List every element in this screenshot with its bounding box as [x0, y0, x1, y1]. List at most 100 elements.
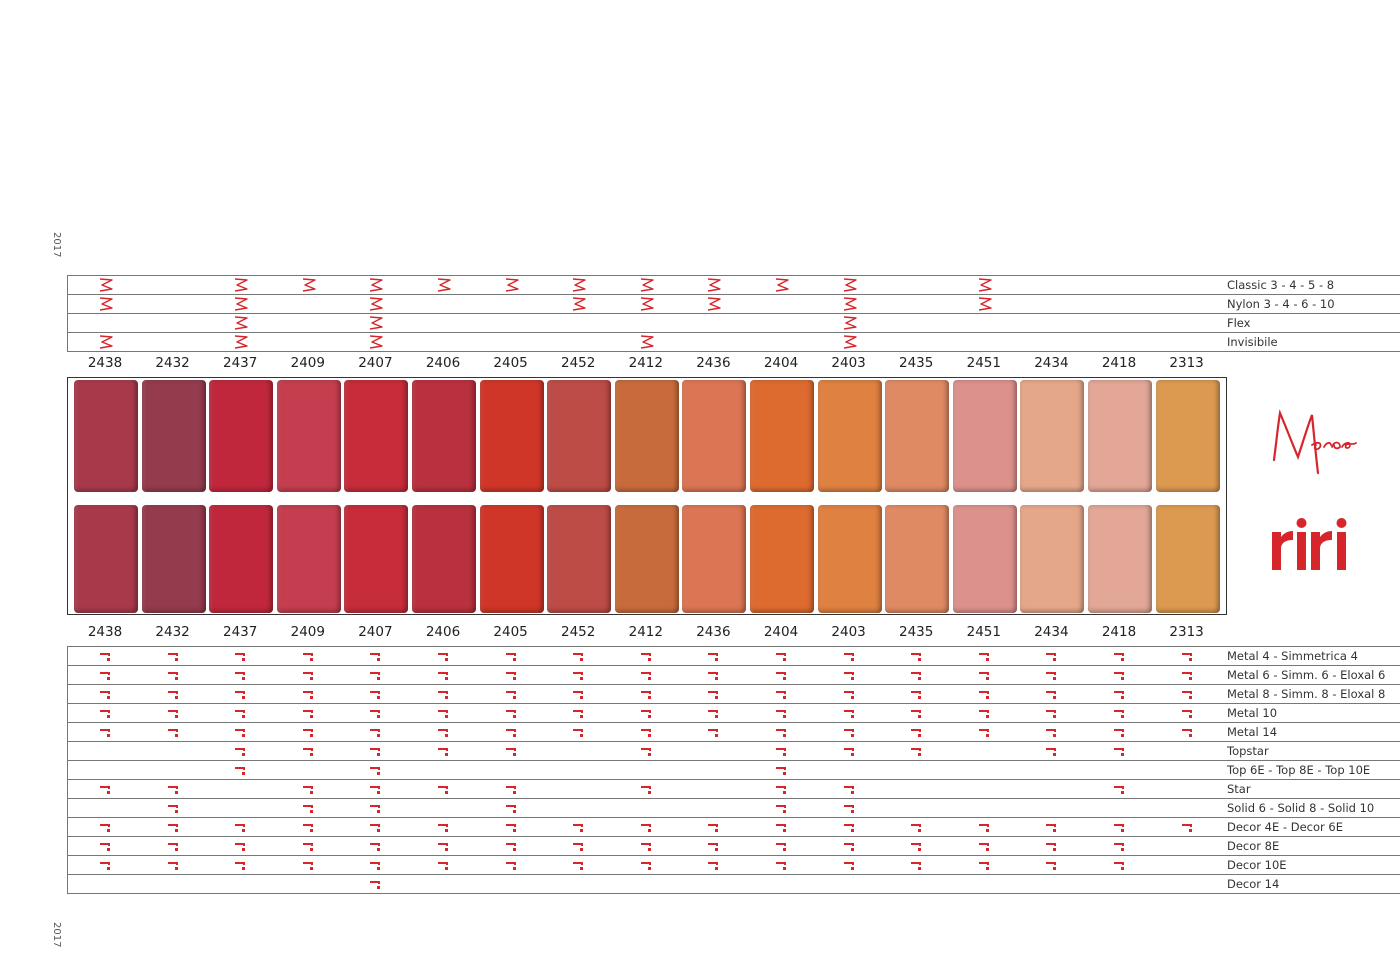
riri-pull-icon	[436, 781, 452, 797]
color-code: 2404	[763, 355, 799, 371]
zigzag-zipper-icon	[571, 277, 587, 293]
riri-pull-icon	[1112, 857, 1128, 873]
riri-pull-icon	[301, 857, 317, 873]
color-code: 2435	[899, 624, 934, 640]
riri-pull-icon	[909, 838, 925, 854]
riri-pull-icon	[774, 762, 790, 778]
riri-pull-icon	[1112, 819, 1128, 835]
row-label: Solid 6 - Solid 8 - Solid 10	[1227, 801, 1375, 815]
riri-pull-icon	[774, 781, 790, 797]
color-code: 2405	[493, 355, 528, 371]
riri-pull-icon	[706, 838, 722, 854]
color-chip-top	[74, 380, 138, 492]
color-code: 2436	[696, 624, 731, 640]
table-row: Decor 4E - Decor 6E	[67, 818, 1400, 837]
riri-pull-icon	[166, 724, 182, 740]
riri-pull-icon	[909, 705, 925, 721]
row-label: Topstar	[1227, 744, 1269, 758]
zigzag-zipper-icon	[233, 315, 249, 331]
riri-pull-icon	[504, 724, 520, 740]
riri-pull-icon	[98, 838, 114, 854]
riri-pull-icon	[706, 857, 722, 873]
color-chip-top	[682, 380, 747, 492]
zigzag-zipper-icon	[436, 277, 452, 293]
riri-pull-icon	[436, 705, 452, 721]
riri-pull-icon	[639, 724, 655, 740]
row-label: Decor 14	[1227, 877, 1280, 891]
riri-pull-icon	[1180, 667, 1196, 683]
zigzag-zipper-icon	[368, 277, 384, 293]
riri-pull-icon	[909, 648, 925, 664]
riri-pull-icon	[571, 819, 587, 835]
color-code: 2438	[87, 624, 123, 640]
riri-pull-icon	[977, 857, 993, 873]
color-chip-bottom	[885, 505, 950, 613]
color-codes-top: 2438 2432 2437 2409 2407 2406 2405 2452 2412 2436…	[67, 355, 1227, 373]
riri-pull-icon	[504, 819, 520, 835]
row-label: Metal 6 - Simm. 6 - Eloxal 6	[1227, 668, 1386, 682]
color-code: 2437	[223, 355, 258, 371]
table-row: Metal 6 - Simm. 6 - Eloxal 6	[67, 666, 1400, 685]
zigzag-zipper-icon	[98, 334, 114, 350]
riri-pull-icon	[1112, 838, 1128, 854]
color-code: 2409	[290, 355, 325, 371]
color-chip-bottom	[1088, 505, 1152, 613]
riri-pull-icon	[233, 724, 249, 740]
riri-pull-icon	[436, 667, 452, 683]
riri-pull-icon	[977, 838, 993, 854]
riri-pull-icon	[368, 781, 384, 797]
color-code: 2412	[628, 355, 663, 371]
riri-pull-icon	[233, 857, 249, 873]
riri-pull-icon	[909, 686, 925, 702]
riri-pull-icon	[166, 781, 182, 797]
riri-pull-icon	[166, 667, 182, 683]
riri-pull-icon	[1112, 648, 1128, 664]
row-label: Metal 14	[1227, 725, 1278, 739]
riri-pull-icon	[98, 857, 114, 873]
riri-pull-icon	[774, 705, 790, 721]
riri-pull-icon	[98, 781, 114, 797]
riri-pull-icon	[233, 743, 249, 759]
riri-pull-icon	[639, 667, 655, 683]
color-code: 2406	[425, 355, 461, 371]
color-chip-top	[547, 380, 612, 492]
color-code: 2434	[1034, 624, 1069, 640]
table-row: Metal 14	[67, 723, 1400, 742]
table-row: Metal 10	[67, 704, 1400, 723]
color-chip-top	[614, 380, 679, 492]
year-label-top: 2017	[51, 232, 62, 258]
riri-pull-icon	[504, 648, 520, 664]
zigzag-zipper-icon	[977, 296, 993, 312]
riri-pull-icon	[909, 857, 925, 873]
riri-pull-icon	[1112, 781, 1128, 797]
zigzag-zipper-icon	[774, 277, 790, 293]
riri-pull-icon	[977, 705, 993, 721]
table-row: Decor 14	[67, 875, 1400, 894]
riri-pull-icon	[977, 667, 993, 683]
riri-pull-icon	[706, 819, 722, 835]
riri-pull-icon	[301, 724, 317, 740]
riri-pull-icon	[233, 819, 249, 835]
color-chip-bottom	[276, 505, 341, 613]
color-chip-bottom	[682, 505, 747, 613]
color-chip-top	[141, 380, 206, 492]
riri-pull-icon	[368, 838, 384, 854]
row-label: Nylon 3 - 4 - 6 - 10	[1227, 297, 1335, 311]
row-label: Top 6E - Top 8E - Top 10E	[1227, 763, 1371, 777]
riri-pull-icon	[842, 705, 858, 721]
riri-pull-icon	[1112, 705, 1128, 721]
color-chip-top	[1020, 380, 1085, 492]
zigzag-zipper-icon	[233, 334, 249, 350]
riri-pull-icon	[842, 857, 858, 873]
riri-pull-icon	[504, 743, 520, 759]
riri-pull-icon	[909, 667, 925, 683]
row-label: Classic 3 - 4 - 5 - 8	[1227, 278, 1335, 292]
color-chip-bottom	[209, 505, 274, 613]
riri-pull-icon	[436, 648, 452, 664]
riri-pull-icon	[368, 705, 384, 721]
color-code: 2452	[561, 624, 596, 640]
riri-pull-icon	[166, 838, 182, 854]
riri-pull-icon	[774, 667, 790, 683]
riri-pull-icon	[301, 819, 317, 835]
riri-zipper-compatibility-table: Metal 4 - Simmetrica 4 Metal 6 - Simm. 6 …	[67, 646, 1400, 894]
